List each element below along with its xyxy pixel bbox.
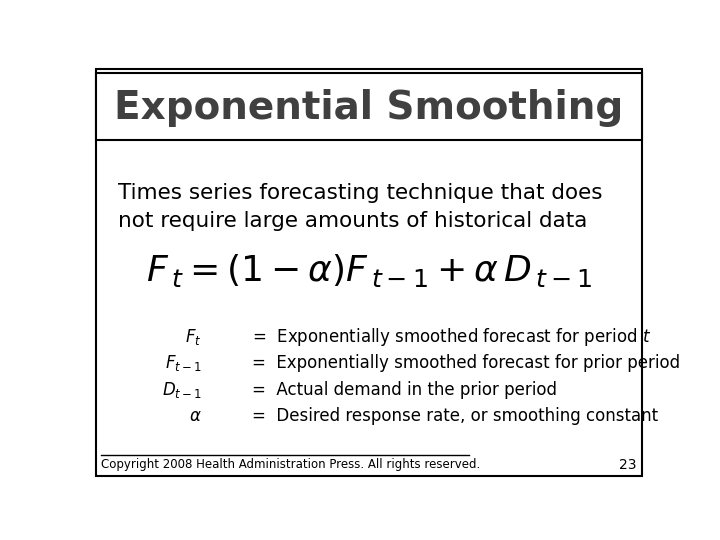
Text: =  Exponentially smoothed forecast for period $t$: = Exponentially smoothed forecast for pe… <box>252 326 651 348</box>
Text: =  Actual demand in the prior period: = Actual demand in the prior period <box>252 381 557 399</box>
Text: Copyright 2008 Health Administration Press. All rights reserved.: Copyright 2008 Health Administration Pre… <box>101 458 480 471</box>
Text: $D_{t-1}$: $D_{t-1}$ <box>161 380 202 400</box>
Text: 23: 23 <box>619 458 637 472</box>
Text: $\boldsymbol{\mathit{F}}_{\,t}= (1 - \alpha)\boldsymbol{\mathit{F}}_{\,t-1}+ \al: $\boldsymbol{\mathit{F}}_{\,t}= (1 - \al… <box>146 252 592 289</box>
Text: Exponential Smoothing: Exponential Smoothing <box>114 90 624 127</box>
Text: =  Exponentially smoothed forecast for prior period: = Exponentially smoothed forecast for pr… <box>252 354 680 373</box>
Text: =  Desired response rate, or smoothing constant: = Desired response rate, or smoothing co… <box>252 407 658 425</box>
FancyBboxPatch shape <box>96 69 642 476</box>
Text: $F_{t-1}$: $F_{t-1}$ <box>165 353 202 373</box>
Text: $\alpha$: $\alpha$ <box>189 407 202 425</box>
Text: $F_{t}$: $F_{t}$ <box>185 327 202 347</box>
Text: Times series forecasting technique that does
not require large amounts of histor: Times series forecasting technique that … <box>118 183 603 231</box>
FancyBboxPatch shape <box>96 73 642 140</box>
